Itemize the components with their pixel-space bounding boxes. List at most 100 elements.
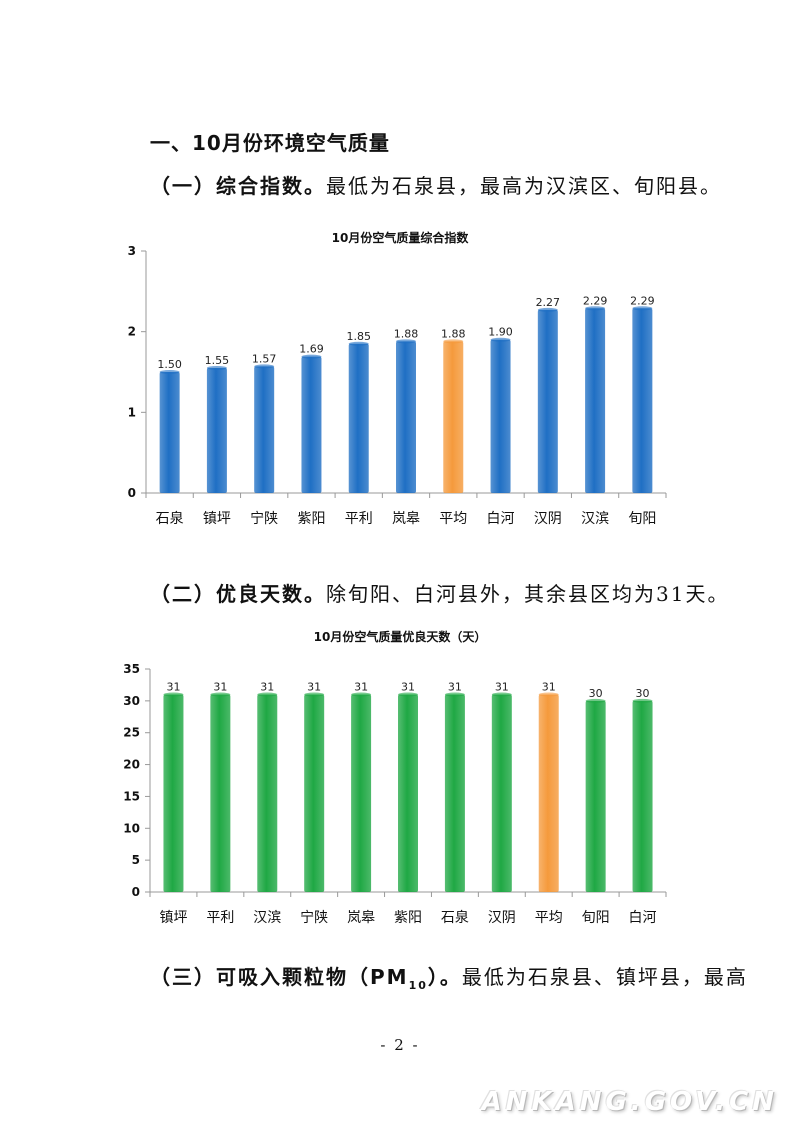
data-label: 1.55 — [205, 354, 230, 367]
data-label: 2.29 — [630, 294, 655, 307]
data-label: 31 — [448, 680, 462, 693]
bar-cap — [396, 339, 416, 344]
bar-cap — [348, 341, 369, 346]
y-tick-label: 0 — [132, 885, 140, 899]
paragraph-label: （二）优良天数。 — [150, 582, 326, 606]
y-tick-label: 0 — [128, 486, 136, 500]
paragraph-pm10: （三）可吸入颗粒物（PM10）。最低为石泉县、镇坪县，最高 — [150, 961, 748, 992]
bar-cap — [351, 692, 372, 697]
paragraph-composite-index: （一）综合指数。最低为石泉县，最高为汉滨区、旬阳县。 — [150, 170, 722, 199]
y-tick-label: 15 — [123, 789, 140, 803]
category-label: 汉阴 — [534, 511, 562, 527]
subscript: 10 — [408, 979, 428, 992]
data-label: 2.27 — [536, 296, 561, 309]
bar-cap — [398, 692, 418, 697]
category-label: 旬阳 — [582, 910, 610, 926]
bar-cap — [632, 698, 653, 703]
data-label: 1.90 — [488, 326, 513, 339]
category-label: 岚皋 — [347, 910, 375, 926]
data-label: 31 — [354, 680, 368, 693]
bar-汉滨 — [585, 308, 606, 493]
category-label: 镇坪 — [203, 511, 231, 527]
y-tick-label: 30 — [123, 694, 140, 708]
bar-岚皋 — [351, 694, 372, 892]
data-label: 1.69 — [299, 343, 324, 356]
paragraph-text: 最低为石泉县，最高为汉滨区、旬阳县。 — [326, 174, 722, 198]
chart-title: 10月份空气质量优良天数（天） — [313, 630, 487, 644]
bar-石泉 — [159, 372, 180, 493]
paragraph-label: （三）可吸入颗粒物（PM10）。 — [150, 965, 462, 992]
chart-title: 10月份空气质量综合指数 — [331, 231, 469, 245]
bar-cap — [537, 307, 558, 312]
category-label: 汉滨 — [253, 910, 281, 926]
data-label: 30 — [589, 687, 603, 700]
bar-旬阳 — [632, 308, 653, 493]
y-tick-label: 2 — [128, 325, 136, 339]
y-tick-label: 5 — [132, 853, 140, 867]
bar-宁陕 — [304, 694, 325, 892]
paragraph-label: （一）综合指数。 — [150, 174, 326, 198]
page-number: - 2 - — [380, 1036, 420, 1054]
bar-cap — [444, 692, 465, 697]
data-label: 1.88 — [394, 327, 419, 340]
data-label: 31 — [166, 680, 180, 693]
category-label: 平均 — [535, 910, 563, 926]
bar-cap — [632, 306, 653, 311]
y-tick-label: 1 — [128, 405, 136, 419]
bar-cap — [490, 337, 511, 342]
section-heading: 一、10月份环境空气质量 — [150, 131, 390, 155]
bar-cap — [163, 692, 184, 697]
bar-cap — [304, 692, 325, 697]
category-label: 平利 — [206, 910, 234, 926]
data-label: 2.29 — [583, 294, 608, 307]
category-label: 平均 — [439, 511, 467, 527]
category-label: 汉阴 — [488, 910, 516, 926]
data-label: 1.85 — [346, 330, 371, 343]
data-label: 31 — [307, 680, 321, 693]
bar-镇坪 — [206, 367, 227, 493]
category-label: 旬阳 — [628, 511, 656, 527]
data-label: 31 — [542, 680, 556, 693]
bar-平均 — [538, 694, 559, 892]
data-label: 1.50 — [157, 358, 182, 371]
bar-cap — [491, 692, 512, 697]
data-label: 1.57 — [252, 352, 277, 365]
bar-cap — [254, 364, 275, 369]
bar-白河 — [490, 339, 511, 493]
data-label: 31 — [401, 680, 415, 693]
bar-紫阳 — [301, 356, 322, 493]
y-tick-label: 20 — [123, 758, 140, 772]
paragraph-text: 除旬阳、白河县外，其余县区均为31天。 — [326, 582, 730, 606]
category-label: 石泉 — [441, 909, 469, 926]
category-label: 白河 — [629, 910, 657, 926]
category-label: 紫阳 — [394, 910, 422, 926]
bar-cap — [159, 370, 180, 374]
data-label: 1.88 — [441, 327, 466, 340]
y-tick-label: 25 — [123, 726, 140, 740]
bar-cap — [301, 354, 322, 359]
bar-石泉 — [444, 694, 465, 892]
good-days-chart: 0 5 10 15 20 25 30 35 31 镇坪 31 平利 31 汉滨 31 宁陕 31 岚皋 31 紫阳 31… — [123, 662, 667, 926]
category-label: 紫阳 — [297, 511, 325, 527]
bar-汉阴 — [491, 694, 512, 892]
bar-岚皋 — [396, 341, 416, 493]
bar-cap — [585, 698, 606, 703]
y-tick-label: 3 — [128, 244, 136, 258]
bar-平利 — [210, 694, 231, 892]
category-label: 白河 — [487, 511, 515, 527]
bar-宁陕 — [254, 366, 275, 493]
bar-cap — [538, 692, 559, 697]
data-label: 31 — [213, 680, 227, 693]
paragraph-text: 最低为石泉县、镇坪县，最高 — [461, 965, 748, 989]
category-label: 汉滨 — [581, 511, 609, 527]
y-tick-label: 35 — [123, 662, 140, 676]
bar-镇坪 — [163, 694, 184, 892]
bar-cap — [585, 306, 606, 311]
y-tick-label: 10 — [123, 821, 140, 835]
bar-cap — [257, 692, 278, 697]
data-label: 30 — [636, 687, 650, 700]
bar-紫阳 — [398, 694, 418, 892]
bar-汉阴 — [537, 309, 558, 493]
category-label: 镇坪 — [159, 910, 187, 926]
category-label: 宁陕 — [300, 909, 328, 926]
